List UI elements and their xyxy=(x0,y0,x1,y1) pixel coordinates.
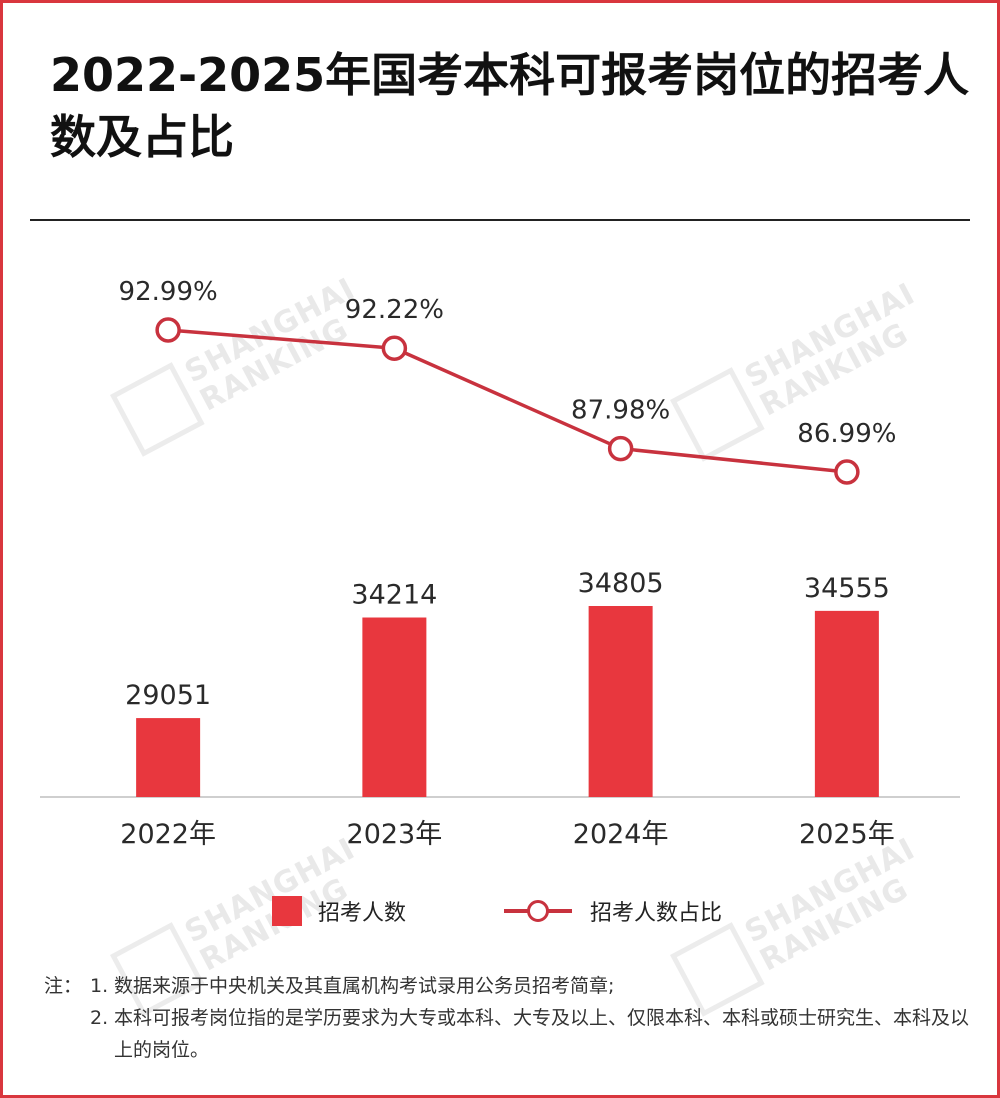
footnote-1: 注： 1. 数据来源于中央机关及其直属机构考试录用公务员招考简章; xyxy=(44,970,974,1002)
footnote-2: 2. 本科可报考岗位指的是学历要求为大专或本科、大专及以上、仅限本科、本科或硕士… xyxy=(44,1002,974,1066)
title-divider xyxy=(30,219,970,221)
line-point xyxy=(607,435,634,462)
legend-line-swatch xyxy=(504,896,572,926)
legend: 招考人数 招考人数占比 xyxy=(0,895,1000,935)
legend-item-bar: 招考人数 xyxy=(272,895,406,927)
bar-value-label: 29051 xyxy=(125,680,211,711)
x-tick-label: 2023年 xyxy=(347,819,443,850)
bar xyxy=(814,610,879,797)
bar xyxy=(362,617,427,797)
bar-value-label: 34805 xyxy=(578,568,664,599)
line-point xyxy=(155,317,181,343)
bar-value-label: 34214 xyxy=(351,580,437,611)
line-value-label: 92.22% xyxy=(345,295,444,325)
bar xyxy=(588,606,653,797)
footnote-text: 数据来源于中央机关及其直属机构考试录用公务员招考简章; xyxy=(114,975,615,997)
line-value-label: 86.99% xyxy=(797,419,896,449)
line-point xyxy=(834,459,860,485)
legend-line-label: 招考人数占比 xyxy=(590,901,723,926)
bar-value-label: 34555 xyxy=(804,573,890,604)
legend-bar-swatch xyxy=(272,896,302,926)
line-point xyxy=(381,335,408,361)
footnote-text: 本科可报考岗位指的是学历要求为大专或本科、大专及以上、仅限本科、本科或硕士研究生… xyxy=(114,1007,970,1061)
footnotes: 注： 1. 数据来源于中央机关及其直属机构考试录用公务员招考简章; 2. 本科可… xyxy=(44,970,974,1066)
bar xyxy=(136,718,201,797)
x-tick-label: 2024年 xyxy=(573,819,669,850)
x-tick-label: 2025年 xyxy=(799,819,895,850)
legend-item-line: 招考人数占比 xyxy=(504,895,722,927)
chart-title: 2022-2025年国考本科可报考岗位的招考人数及占比 xyxy=(50,48,970,164)
line-value-label: 92.99% xyxy=(119,277,218,307)
legend-bar-label: 招考人数 xyxy=(318,901,407,926)
footnote-number: 2. xyxy=(90,1007,109,1029)
footnote-number: 1. xyxy=(90,975,109,997)
line-value-label: 87.98% xyxy=(571,396,670,426)
footnote-prefix: 注： xyxy=(44,975,83,997)
line-series xyxy=(167,328,848,474)
x-tick-label: 2022年 xyxy=(120,819,216,850)
chart-canvas: 29051 2022年 34214 2023年 34805 2024年 34555 2025年… xyxy=(40,277,960,850)
